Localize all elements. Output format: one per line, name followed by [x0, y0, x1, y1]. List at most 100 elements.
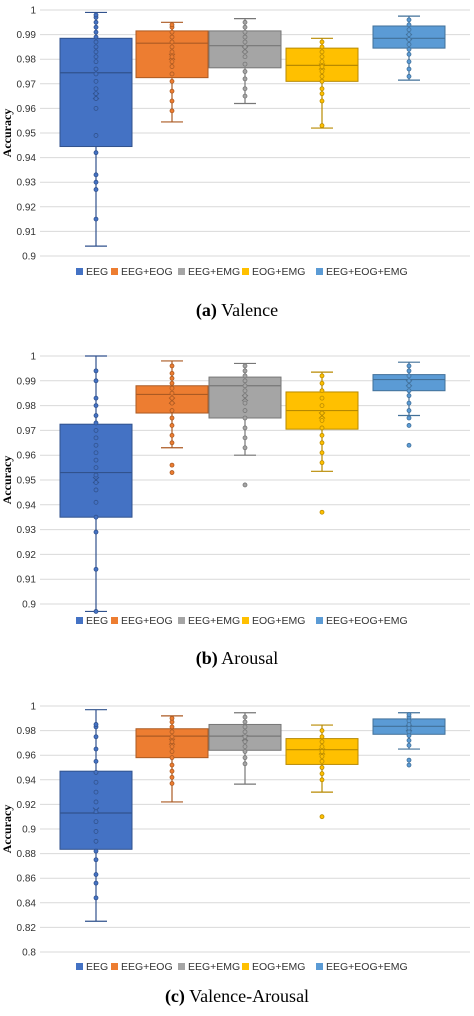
- box-eeg-eog: [135, 360, 209, 475]
- data-point: [319, 69, 325, 74]
- legend-swatch: [178, 617, 185, 624]
- legend-label: EEG+EMG: [188, 615, 240, 627]
- data-point: [319, 395, 325, 401]
- data-point: [93, 96, 99, 101]
- data-point: [169, 408, 175, 413]
- box-plot-arousal: 0.9 0.91 0.92 0.93 0.94 0.95 0.96 0.97 0.98 0.99 1…: [0, 352, 470, 627]
- data-point: [319, 777, 325, 783]
- data-point: [93, 799, 99, 805]
- legend: EEG EEG+EOG EEG+EMG EOG+EMG EEG+EOG+EMG: [76, 615, 408, 627]
- data-point: [93, 789, 99, 795]
- data-point: [319, 460, 325, 466]
- data-point: [169, 98, 175, 104]
- data-point: [169, 400, 175, 406]
- data-point: [242, 54, 248, 60]
- data-point: [93, 179, 99, 185]
- data-point: [242, 714, 248, 720]
- y-tick-label: 0.94: [17, 153, 37, 164]
- data-point: [242, 415, 248, 421]
- data-point: [169, 724, 175, 730]
- legend-label: EEG+EOG+EMG: [326, 961, 408, 973]
- y-tick-label: 0.95: [17, 476, 37, 487]
- data-point: [319, 91, 325, 97]
- data-point: [319, 749, 325, 754]
- data-point: [93, 71, 99, 77]
- data-point: [406, 373, 412, 379]
- data-point: [319, 744, 325, 749]
- data-point: [242, 393, 248, 399]
- legend-swatch: [76, 268, 83, 275]
- data-point: [169, 64, 175, 69]
- data-point: [242, 445, 248, 451]
- data-point: [169, 744, 175, 749]
- data-point: [93, 450, 99, 456]
- data-point: [93, 12, 99, 18]
- data-point: [93, 872, 99, 877]
- data-point: [169, 59, 175, 65]
- data-point: [93, 66, 99, 72]
- data-point: [319, 450, 325, 456]
- y-tick-label: 0.92: [17, 202, 37, 213]
- data-point: [93, 809, 99, 815]
- data-point: [319, 728, 325, 733]
- data-point: [93, 29, 99, 35]
- y-axis-label: Accuracy: [0, 109, 14, 158]
- data-point: [242, 29, 248, 35]
- data-point: [93, 133, 99, 138]
- box-plot-valence-arousal: 0.8 0.82 0.84 0.86 0.88 0.9 0.92 0.94 0.96 0.98 1 A…: [0, 702, 470, 973]
- data-point: [406, 363, 412, 369]
- data-point: [319, 123, 325, 129]
- y-tick-label: 0.92: [17, 800, 37, 811]
- data-point: [242, 19, 248, 25]
- data-point: [93, 403, 99, 408]
- data-point: [406, 712, 412, 718]
- data-point: [319, 440, 325, 446]
- data-point: [169, 423, 175, 428]
- y-tick-label: 0.91: [17, 227, 37, 238]
- chart-panel-arousal: 0.9 0.91 0.92 0.93 0.94 0.95 0.96 0.97 0.98 0.99 1…: [0, 344, 474, 674]
- data-point: [169, 78, 175, 84]
- caption-label: (a): [195, 300, 217, 320]
- y-tick-label: 1: [30, 702, 36, 713]
- legend-swatch: [316, 268, 323, 275]
- data-point: [93, 819, 99, 825]
- data-point: [319, 765, 325, 770]
- data-point: [242, 373, 248, 379]
- data-point: [406, 388, 412, 394]
- data-point: [169, 470, 175, 475]
- data-point: [319, 78, 325, 84]
- data-point: [93, 758, 99, 764]
- legend-swatch: [316, 963, 323, 970]
- data-point: [93, 19, 99, 25]
- legend-swatch: [316, 617, 323, 624]
- box-eog-emg: [285, 724, 359, 820]
- box-eeg-eog-emg: [372, 712, 446, 768]
- box-eog-emg: [285, 37, 359, 129]
- legend-label: EEG+EOG+EMG: [326, 615, 408, 627]
- data-point: [93, 91, 99, 97]
- data-point: [93, 442, 99, 448]
- legend-swatch: [242, 963, 249, 970]
- data-point: [93, 86, 99, 92]
- legend-label: EOG+EMG: [252, 266, 305, 278]
- data-point: [169, 44, 175, 50]
- data-point: [319, 758, 325, 764]
- data-point: [93, 216, 99, 222]
- y-tick-label: 0.96: [17, 451, 37, 462]
- data-point: [406, 368, 412, 374]
- data-point: [93, 44, 99, 50]
- data-point: [93, 172, 99, 178]
- legend: EEG EEG+EOG EEG+EMG EOG+EMG EEG+EOG+EMG: [76, 266, 408, 278]
- data-point: [93, 150, 99, 156]
- y-tick-label: 1: [30, 352, 36, 363]
- data-point: [93, 609, 99, 614]
- data-point: [242, 363, 248, 369]
- data-point: [93, 187, 99, 192]
- data-point: [93, 722, 99, 727]
- y-tick-label: 0.99: [17, 376, 37, 387]
- data-point: [242, 425, 248, 431]
- data-point: [169, 768, 175, 774]
- data-point: [406, 59, 412, 65]
- data-point: [406, 42, 412, 47]
- data-point: [406, 37, 412, 42]
